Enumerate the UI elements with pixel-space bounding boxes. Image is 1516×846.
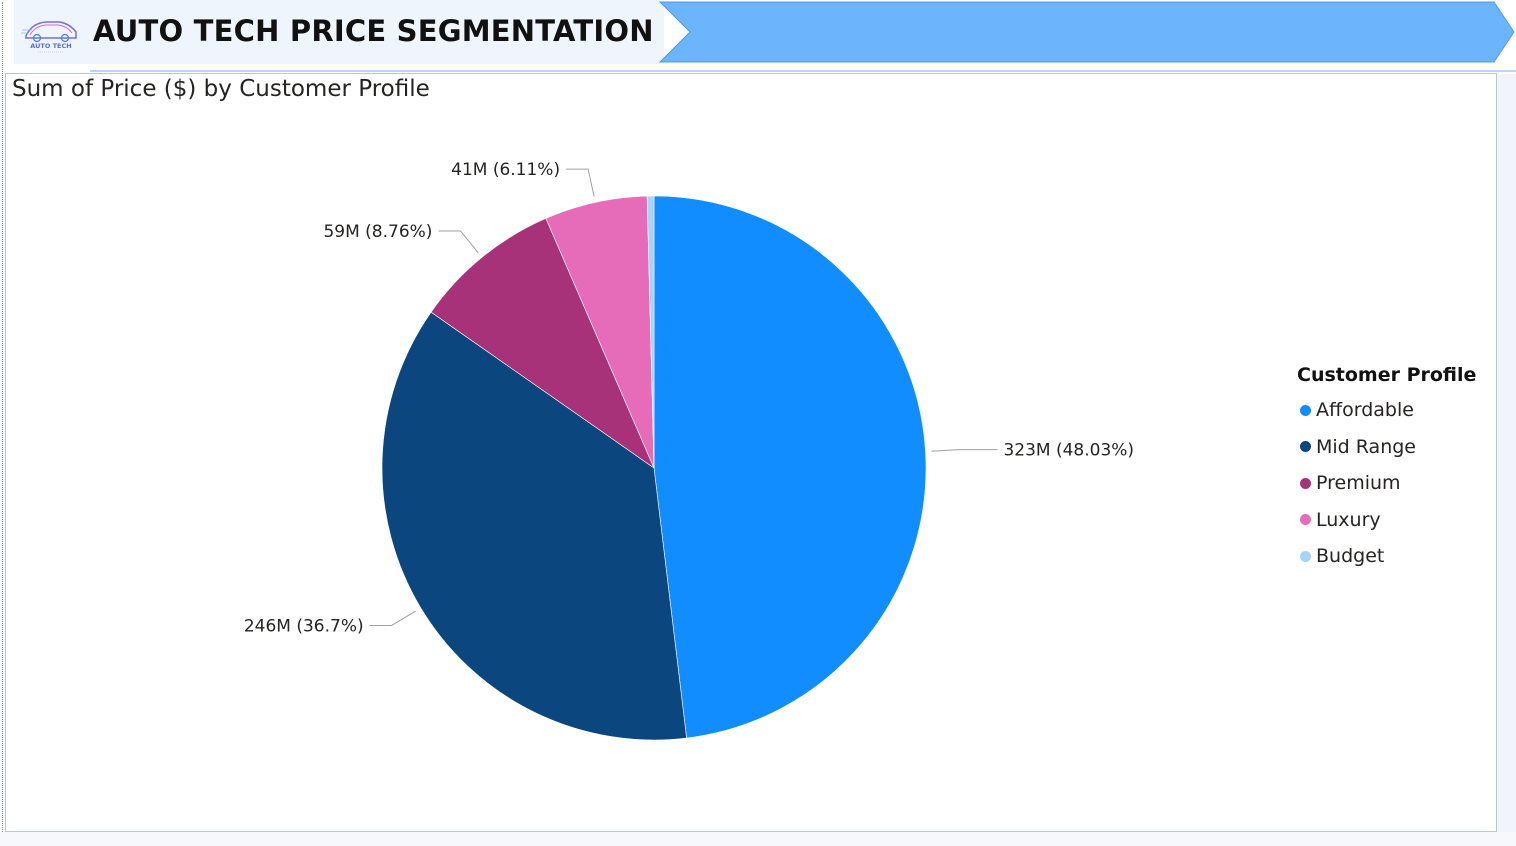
data-label-premium: 59M (8.76%) [323,222,432,242]
pie-slices [381,195,927,741]
legend-item-budget[interactable]: Budget [1297,538,1476,575]
legend-item-luxury[interactable]: Luxury [1297,502,1476,539]
pie-slice-mid-range[interactable] [381,311,687,741]
legend-label: Mid Range [1316,435,1416,458]
legend-label: Budget [1316,545,1385,568]
legend-item-mid-range[interactable]: Mid Range [1297,429,1476,466]
chart-title: Sum of Price ($) by Customer Profile [12,76,430,102]
legend-swatch-luxury [1300,514,1311,526]
label-leader-lines [369,168,998,626]
header-divider [90,70,1516,72]
leader-line-premium [438,230,479,253]
pie-slice-premium[interactable] [430,218,655,469]
legend: Customer Profile Affordable Mid Range Prem… [1297,364,1476,575]
canvas-margin-bottom [0,832,1516,846]
auto-tech-logo: AUTO TECH [20,14,82,54]
legend-label: Luxury [1316,508,1381,531]
pie-slice-affordable[interactable] [653,195,927,739]
leader-line-luxury [566,168,595,197]
page-border [2,2,3,846]
header-arrow-banner [658,1,1515,63]
legend-label: Affordable [1316,399,1414,422]
page-title: AUTO TECH PRICE SEGMENTATION [93,14,654,48]
legend-swatch-budget [1300,550,1311,562]
legend-items: Affordable Mid Range Premium Luxury Budget [1297,392,1476,575]
legend-swatch-affordable [1300,404,1311,416]
svg-text:AUTO TECH: AUTO TECH [30,42,71,50]
header-banner [14,0,664,64]
leader-line-mid-range [369,610,416,626]
legend-label: Premium [1316,472,1401,495]
canvas-margin-right [1496,74,1516,846]
legend-swatch-mid-range [1300,441,1311,453]
pie-slice-budget[interactable] [646,195,655,469]
legend-item-premium[interactable]: Premium [1297,465,1476,502]
legend-item-affordable[interactable]: Affordable [1297,392,1476,429]
legend-title: Customer Profile [1297,364,1477,386]
data-label-luxury: 41M (6.11%) [451,160,560,180]
data-label-affordable: 323M (48.03%) [1003,441,1134,461]
data-labels: 323M (48.03%) 246M (36.7%) 59M (8.76%) 41M … [244,160,1134,636]
leader-line-affordable [931,449,998,452]
legend-swatch-premium [1300,477,1311,489]
data-label-mid-range: 246M (36.7%) [244,616,364,636]
